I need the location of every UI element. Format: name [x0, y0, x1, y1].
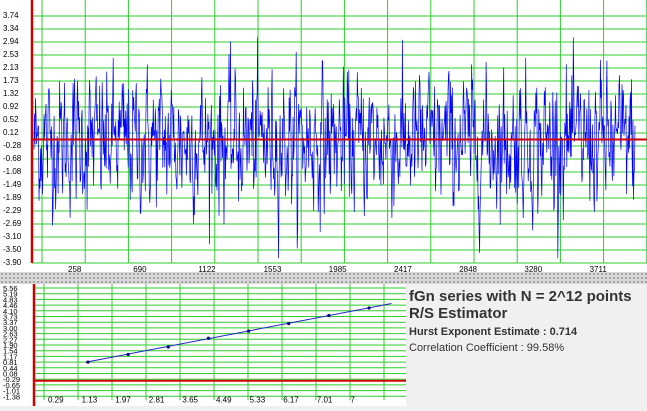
- y-tick-label: 2.94: [3, 37, 19, 46]
- y-tick-label: -0.28: [3, 141, 22, 150]
- y-tick-label: 0.08: [3, 370, 18, 379]
- y-tick-label: 5.56: [3, 284, 18, 293]
- y-tick-label: 1.90: [3, 341, 18, 350]
- x-tick-label: 3.65: [182, 395, 198, 404]
- y-tick-label: 4.10: [3, 307, 18, 316]
- y-tick-label: 0.92: [3, 102, 19, 111]
- x-tick-label: 2.81: [149, 395, 165, 404]
- rs-data-point: [126, 352, 130, 357]
- x-tick-label: 2417: [394, 265, 412, 272]
- y-tick-label: 5.19: [3, 290, 18, 299]
- y-tick-label: -1.01: [3, 387, 20, 396]
- x-tick-label: 258: [68, 265, 82, 272]
- y-tick-label: 2.27: [3, 335, 18, 344]
- y-tick-label: -1.08: [3, 167, 22, 176]
- y-tick-label: -2.69: [3, 219, 22, 228]
- y-tick-label: -2.29: [3, 206, 22, 215]
- x-tick-label: 2848: [459, 265, 477, 272]
- y-tick-label: 1.17: [3, 352, 18, 361]
- y-tick-label: 4.83: [3, 295, 18, 304]
- x-tick-label: 1985: [329, 265, 347, 272]
- y-tick-label: -3.90: [3, 258, 22, 267]
- y-tick-label: -3.50: [3, 245, 22, 254]
- y-tick-label: 2.13: [3, 63, 19, 72]
- y-tick-label: -3.10: [3, 232, 22, 241]
- x-tick-label: 0.29: [48, 395, 64, 404]
- rs-data-point: [206, 336, 211, 340]
- x-tick-label: 1.97: [115, 395, 131, 404]
- y-tick-label: -1.38: [3, 392, 20, 401]
- y-tick-label: -0.65: [3, 381, 20, 390]
- rs-chart: 5.565.194.834.464.103.733.373.002.632.27…: [3, 284, 419, 406]
- x-tick-label: 1553: [264, 265, 282, 272]
- y-tick-label: 3.73: [3, 313, 18, 322]
- y-tick-label: 0.44: [3, 364, 18, 373]
- panel-splitter[interactable]: [0, 272, 647, 284]
- fit-line: [85, 303, 392, 363]
- rs-data-point: [327, 313, 331, 318]
- rs-data-point: [367, 306, 371, 310]
- x-tick-label: 6.17: [283, 395, 299, 404]
- x-tick-label: 1122: [198, 265, 216, 272]
- y-tick-label: 0.81: [3, 358, 18, 367]
- y-tick-label: 2.53: [3, 50, 19, 59]
- y-tick-label: -0.68: [3, 154, 22, 163]
- x-tick-label: 1.13: [82, 395, 98, 404]
- x-tick-label: 3280: [524, 265, 542, 272]
- x-tick-label: 7.01: [317, 395, 333, 404]
- time-series-chart: 3.74 3.34 2.94 2.53 2.13 1.73 1.32 0.92 0.52 0.12…: [3, 0, 647, 274]
- correlation-coefficient: Correlation Coefficient : 99.58%: [409, 342, 565, 354]
- x-tick-label: 3711: [590, 265, 608, 272]
- rs-plot: 5.56 5.19 4.83 4.46 4.10 3.73 3.37 3.00 2.63 2.27…: [0, 284, 419, 406]
- y-tick-label: -1.49: [3, 180, 22, 189]
- y-tick-label: 1.73: [3, 76, 19, 85]
- hurst-estimate: Hurst Exponent Estimate : 0.714: [409, 326, 578, 338]
- y-tick-label: 2.63: [3, 330, 18, 339]
- y-tick-label: 0.12: [3, 128, 19, 137]
- y-tick-label: 1.32: [3, 89, 19, 98]
- info-panel: fGn series with N = 2^12 points R/S Esti…: [406, 284, 647, 406]
- series-title: fGn series with N = 2^12 points: [409, 288, 632, 305]
- x-tick-label: 5.33: [250, 395, 266, 404]
- rs-data-point: [166, 345, 170, 349]
- y-tick-label: 3.34: [3, 24, 19, 33]
- y-tick-label: 0.52: [3, 115, 19, 124]
- x-tick-label: 4.49: [216, 395, 232, 404]
- estimator-title: R/S Estimator: [409, 305, 508, 322]
- rs-data-point: [246, 329, 251, 333]
- y-tick-label: 1.54: [3, 347, 18, 356]
- y-tick-label: 3.74: [3, 11, 19, 20]
- y-tick-label: -1.89: [3, 193, 22, 202]
- y-tick-label: 3.37: [3, 318, 18, 327]
- rs-data-point: [86, 360, 90, 364]
- x-tick-label: 7: [350, 395, 355, 404]
- y-tick-label: 3.00: [3, 324, 18, 333]
- y-tick-label: -0.29: [3, 375, 20, 384]
- y-tick-label: 4.46: [3, 301, 18, 310]
- x-tick-label: 690: [133, 265, 147, 272]
- fgn-series-line: [33, 37, 636, 259]
- rs-data-point: [287, 321, 291, 326]
- time-series-plot: 3.74 3.34 2.94 2.53 2.13 1.73 1.32 0.92 0.52 0.12…: [0, 0, 647, 274]
